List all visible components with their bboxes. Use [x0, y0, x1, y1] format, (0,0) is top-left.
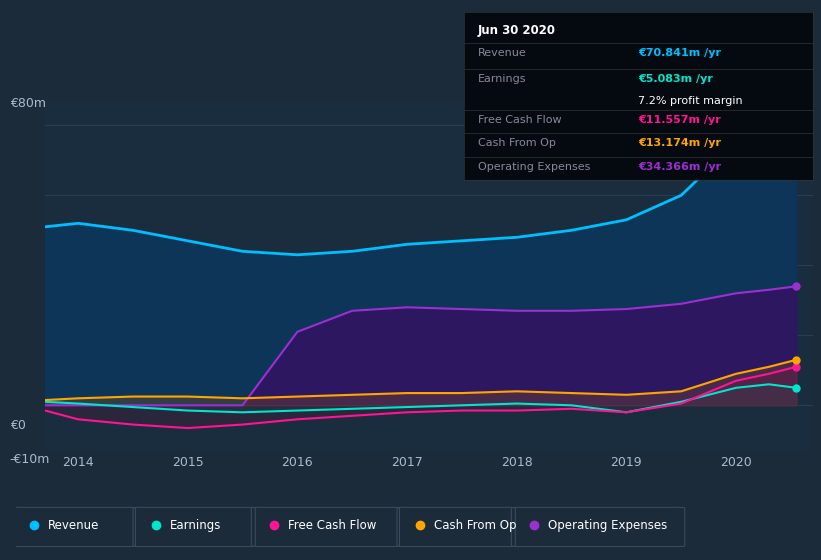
Text: Free Cash Flow: Free Cash Flow	[478, 115, 562, 125]
Text: €34.366m /yr: €34.366m /yr	[639, 162, 722, 172]
Text: Jun 30 2020: Jun 30 2020	[478, 24, 556, 37]
Text: Operating Expenses: Operating Expenses	[478, 162, 590, 172]
Text: Earnings: Earnings	[478, 74, 526, 85]
Text: -€10m: -€10m	[10, 452, 50, 466]
Text: €0: €0	[10, 419, 25, 432]
Text: €5.083m /yr: €5.083m /yr	[639, 74, 713, 85]
Text: Revenue: Revenue	[478, 48, 526, 58]
Text: Earnings: Earnings	[170, 519, 222, 532]
Text: Free Cash Flow: Free Cash Flow	[288, 519, 377, 532]
Text: €11.557m /yr: €11.557m /yr	[639, 115, 721, 125]
Text: Operating Expenses: Operating Expenses	[548, 519, 667, 532]
Text: Revenue: Revenue	[48, 519, 99, 532]
Text: €13.174m /yr: €13.174m /yr	[639, 138, 722, 148]
Text: Cash From Op: Cash From Op	[478, 138, 556, 148]
Text: €80m: €80m	[10, 96, 46, 110]
Text: Cash From Op: Cash From Op	[434, 519, 516, 532]
Text: 7.2% profit margin: 7.2% profit margin	[639, 96, 743, 106]
Text: €70.841m /yr: €70.841m /yr	[639, 48, 722, 58]
